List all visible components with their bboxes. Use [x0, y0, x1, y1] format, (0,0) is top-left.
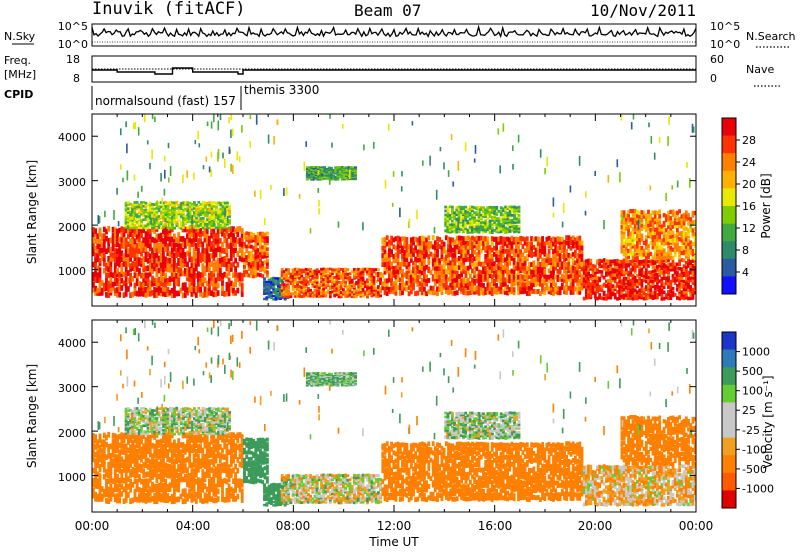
power-colorbar-segment-1 [722, 136, 736, 154]
cpid-name-themis: themis 3300 [244, 83, 319, 97]
noise-sky-trace [92, 27, 696, 36]
velocity-colorbar-segment-9 [722, 490, 736, 508]
cpid-strip: CPID normalsound (fast) 157 themis 3300 [4, 83, 319, 110]
power-colorbar-segment-3 [722, 171, 736, 189]
power-colorbar-segment-8 [722, 259, 736, 277]
x-axis-label: Time UT [368, 535, 419, 549]
beam-title: Beam 07 [354, 1, 421, 20]
nsky-label: N.Sky [4, 30, 36, 43]
power-colorbar-segment-7 [722, 241, 736, 259]
velocity-colorbar-segment-6 [722, 438, 736, 456]
power-colorbar-segment-4 [722, 188, 736, 206]
velocity-colorbar-segment-1 [722, 350, 736, 368]
power-colorbar-tick-3: 16 [742, 200, 756, 213]
nave-right-tick-top: 60 [710, 53, 724, 66]
velocity-colorbar-label: Velocity [m s⁻¹] [761, 375, 775, 468]
power-colorbar-segment-2 [722, 153, 736, 171]
velocity-ytick-3000: 3000 [58, 382, 86, 395]
power-colorbar-tick-4: 12 [742, 222, 756, 235]
power-colorbar [722, 118, 736, 294]
power-colorbar-segment-6 [722, 224, 736, 242]
power-colorbar-label: Power [dB] [759, 173, 773, 238]
nsearch-label: N.Search [746, 30, 796, 43]
station-title: Inuvik (fitACF) [92, 0, 246, 19]
power-ytick-3000: 3000 [58, 176, 86, 189]
velocity-colorbar-tick-2: 100 [742, 385, 763, 398]
xtick-08: 08:00 [276, 519, 311, 533]
power-colorbar-tick-0: 28 [742, 134, 756, 147]
velocity-colorbar-segment-5 [722, 420, 736, 438]
velocity-colorbar-segment-8 [722, 473, 736, 491]
velocity-ytick-1000: 1000 [58, 471, 86, 484]
freq-label: Freq. [4, 54, 31, 67]
cpid-name-normalsound: normalsound (fast) 157 [95, 94, 236, 108]
power-data-layer [92, 111, 697, 301]
nave-right-tick-bottom: 0 [710, 72, 717, 85]
noise-left-tick-bottom: 10^0 [58, 38, 88, 51]
velocity-colorbar-tick-4: -25 [742, 424, 760, 437]
power-panel: 1000 2000 3000 4000 Slant Range [km] 282… [25, 111, 773, 306]
power-colorbar-tick-5: 8 [742, 244, 749, 257]
velocity-ytick-4000: 4000 [58, 337, 86, 350]
freq-left-tick-bottom: 8 [73, 72, 80, 85]
power-colorbar-tick-2: 20 [742, 178, 756, 191]
velocity-colorbar-segment-2 [722, 367, 736, 385]
power-colorbar-ticks: 28 24 20 16 12 8 4 [736, 134, 756, 279]
x-axis: 00:00 04:00 08:00 12:00 16:00 20:00 00:0… [75, 519, 714, 549]
power-colorbar-segment-0 [722, 118, 736, 136]
freq-unit-label: [MHz] [4, 68, 36, 81]
nave-label: Nave [746, 63, 774, 76]
power-colorbar-segment-9 [722, 276, 736, 294]
noise-right-tick-top: 10^5 [710, 20, 740, 33]
velocity-ytick-2000: 2000 [58, 427, 86, 440]
frequency-panel: 18 8 60 0 Freq. [MHz] Nave [4, 53, 780, 86]
cpid-label: CPID [4, 88, 33, 101]
xtick-04: 04:00 [176, 519, 211, 533]
velocity-colorbar-segment-7 [722, 455, 736, 473]
velocity-colorbar-tick-0: 1000 [742, 346, 770, 359]
velocity-colorbar-segment-3 [722, 385, 736, 403]
velocity-ylabel: Slant Range [km] [25, 364, 39, 468]
freq-left-tick-top: 18 [66, 53, 80, 66]
power-colorbar-tick-6: 4 [742, 266, 749, 279]
xtick-00-end: 00:00 [679, 519, 714, 533]
velocity-colorbar-tick-7: -1000 [742, 482, 774, 495]
velocity-colorbar-tick-3: 25 [742, 404, 756, 417]
power-ytick-2000: 2000 [58, 221, 86, 234]
power-colorbar-tick-1: 24 [742, 156, 756, 169]
power-colorbar-segment-5 [722, 206, 736, 224]
velocity-colorbar [722, 332, 736, 508]
power-ytick-1000: 1000 [58, 265, 86, 278]
xtick-20: 20:00 [578, 519, 613, 533]
velocity-panel: 1000 2000 3000 4000 Slant Range [km] 100… [25, 317, 775, 512]
xtick-12: 12:00 [377, 519, 412, 533]
power-ylabel: Slant Range [km] [25, 160, 39, 264]
date-title: 10/Nov/2011 [590, 1, 696, 20]
velocity-colorbar-segment-4 [722, 402, 736, 420]
velocity-colorbar-tick-1: 500 [742, 365, 763, 378]
velocity-colorbar-segment-0 [722, 332, 736, 350]
velocity-data-layer [92, 317, 697, 507]
xtick-16: 16:00 [478, 519, 513, 533]
xtick-00-start: 00:00 [75, 519, 110, 533]
power-ytick-4000: 4000 [58, 131, 86, 144]
noise-panel: 10^5 10^0 10^5 10^0 N.Sky N.Search [4, 20, 796, 51]
noise-right-tick-bottom: 10^0 [710, 38, 740, 51]
noise-left-tick-top: 10^5 [58, 20, 88, 33]
